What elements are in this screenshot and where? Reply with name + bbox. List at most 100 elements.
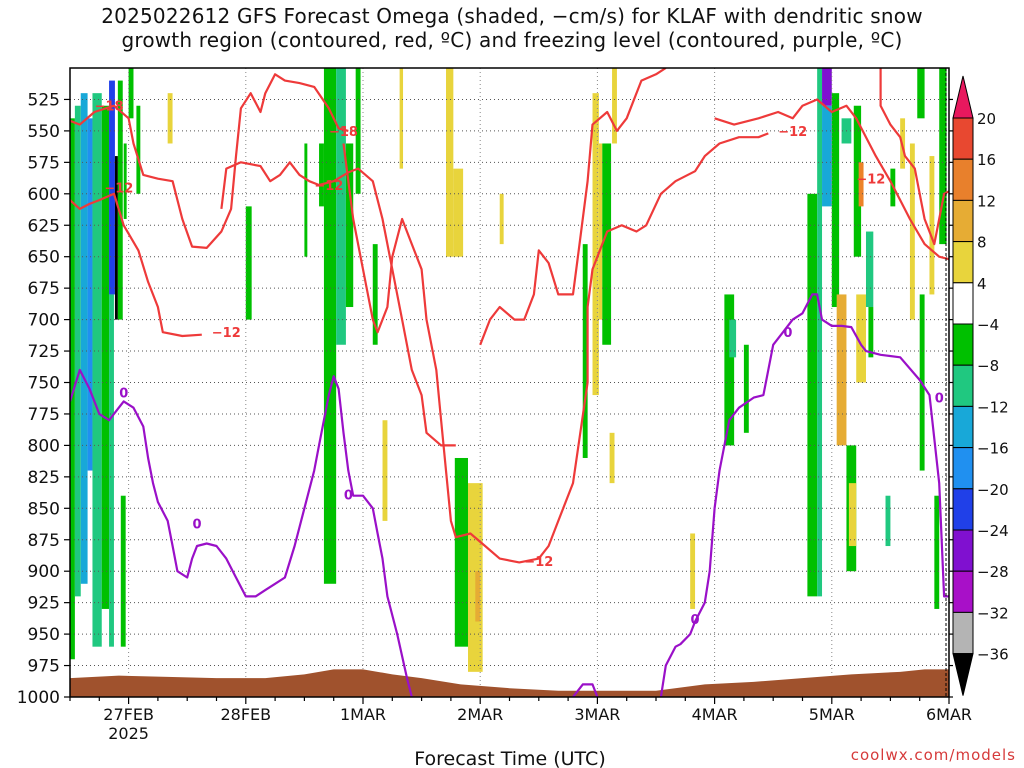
omega-cell bbox=[372, 244, 378, 345]
colorbar-label: 8 bbox=[977, 234, 987, 252]
omega-cell bbox=[592, 93, 599, 396]
y-tick-label: 775 bbox=[28, 405, 60, 425]
omega-cell bbox=[856, 294, 866, 383]
omega-cell bbox=[868, 307, 874, 358]
contour-label: 0 bbox=[192, 517, 201, 532]
y-tick-label: 600 bbox=[28, 185, 60, 205]
omega-cell bbox=[245, 206, 252, 320]
colorbar-swatch bbox=[952, 158, 974, 201]
contour-label: 0 bbox=[935, 392, 944, 407]
omega-cell bbox=[167, 93, 173, 144]
omega-cell bbox=[858, 162, 864, 207]
y-tick-label: 1000 bbox=[17, 688, 60, 708]
colorbar-label: −28 bbox=[977, 563, 1009, 581]
contour-label: −12 bbox=[524, 555, 553, 570]
colorbar-label: 4 bbox=[977, 275, 987, 293]
colorbar-swatch bbox=[952, 282, 974, 325]
x-tick-label: 2MAR bbox=[457, 705, 503, 724]
omega-cell bbox=[909, 143, 915, 320]
contour-label: 0 bbox=[119, 387, 128, 402]
contour-label: −12 bbox=[104, 182, 133, 197]
omega-cell bbox=[598, 143, 603, 320]
y-tick-label: 675 bbox=[28, 279, 60, 299]
omega-cell bbox=[74, 105, 81, 597]
omega-cell bbox=[136, 105, 141, 194]
colorbar-label: −12 bbox=[977, 398, 1009, 416]
omega-cell bbox=[109, 294, 114, 647]
contour-label: −12 bbox=[778, 125, 807, 140]
y-tick-label: 975 bbox=[28, 657, 60, 677]
omega-cell bbox=[934, 495, 940, 609]
y-tick-label: 750 bbox=[28, 374, 60, 394]
y-tick-label: 650 bbox=[28, 248, 60, 268]
x-tick-label: 4MAR bbox=[692, 705, 738, 724]
contour-label: 0 bbox=[344, 488, 353, 503]
colorbar-label: −36 bbox=[977, 646, 1009, 664]
omega-cell bbox=[729, 319, 737, 358]
omega-cell bbox=[929, 156, 935, 295]
omega-cell bbox=[609, 432, 615, 484]
chart-title: 2025022612 GFS Forecast Omega (shaded, −… bbox=[0, 4, 1024, 52]
omega-cell bbox=[120, 495, 126, 647]
omega-cell bbox=[345, 143, 354, 308]
omega-shading bbox=[70, 68, 947, 672]
contour-label: −12 bbox=[212, 326, 241, 341]
omega-cell bbox=[128, 68, 134, 119]
colorbar-label: 20 bbox=[977, 110, 996, 128]
x-tick-label: 3MAR bbox=[574, 705, 620, 724]
colorbar-swatch bbox=[952, 529, 974, 572]
colorbar-swatch bbox=[952, 117, 974, 160]
omega-cell bbox=[236, 143, 240, 169]
omega-cell bbox=[382, 420, 388, 521]
omega-cell bbox=[499, 193, 504, 245]
omega-cell bbox=[114, 156, 118, 320]
colorbar-swatch bbox=[952, 405, 974, 449]
omega-cell bbox=[454, 457, 468, 647]
contour-label: −18 bbox=[95, 100, 124, 115]
contour-label: 0 bbox=[783, 326, 792, 341]
terrain bbox=[70, 669, 949, 697]
y-tick-label: 625 bbox=[28, 216, 60, 236]
omega-cell bbox=[92, 93, 102, 647]
x-axis-label: Forecast Time (UTC) bbox=[414, 748, 605, 768]
chart-title-line1: 2025022612 GFS Forecast Omega (shaded, −… bbox=[101, 4, 923, 28]
y-tick-label: 725 bbox=[28, 342, 60, 362]
colorbar-swatch bbox=[952, 447, 974, 490]
x-tick-label: 1MAR bbox=[340, 705, 386, 724]
omega-cell bbox=[865, 231, 874, 308]
y-tick-label: 875 bbox=[28, 531, 60, 551]
colorbar-label: −4 bbox=[977, 316, 999, 334]
omega-cell bbox=[399, 68, 404, 169]
colorbar-swatch bbox=[952, 488, 974, 531]
contour-label: 0 bbox=[691, 613, 700, 628]
contour-dgz_upper_-18 bbox=[70, 73, 349, 249]
colorbar-label: 12 bbox=[977, 192, 996, 210]
colorbar-swatch bbox=[952, 323, 974, 366]
colorbar-swatch bbox=[952, 241, 974, 284]
omega-cell bbox=[612, 68, 617, 144]
omega-cell bbox=[724, 294, 735, 446]
y-tick-label: 950 bbox=[28, 625, 60, 645]
omega-cell bbox=[822, 68, 832, 106]
x-tick-label: 5MAR bbox=[809, 705, 855, 724]
omega-cell bbox=[836, 294, 847, 446]
omega-cell bbox=[87, 118, 93, 471]
contour-dgz_upper_-18b bbox=[479, 68, 667, 346]
omega-cell bbox=[602, 143, 612, 345]
omega-cell bbox=[101, 105, 110, 609]
contour-label: −12 bbox=[856, 173, 885, 188]
contours: −18 −18 −12 −12 −12 −12 −12 −12 0 0 0 0 0 0 bbox=[70, 68, 949, 697]
x-tick-label: 27FEB bbox=[103, 705, 154, 724]
colorbar-top-triangle bbox=[952, 75, 974, 119]
omega-cell bbox=[80, 93, 88, 584]
omega-cell bbox=[109, 80, 115, 295]
omega-cell bbox=[446, 68, 454, 257]
omega-cell bbox=[323, 68, 337, 584]
contour-freezing_level_0b bbox=[572, 683, 599, 697]
x-tick-label: 28FEB bbox=[220, 705, 271, 724]
omega-cell bbox=[939, 68, 947, 245]
x-tick-sublabel: 2025 bbox=[108, 724, 149, 743]
colorbar-swatch bbox=[952, 570, 974, 613]
omega-cell bbox=[848, 483, 857, 547]
